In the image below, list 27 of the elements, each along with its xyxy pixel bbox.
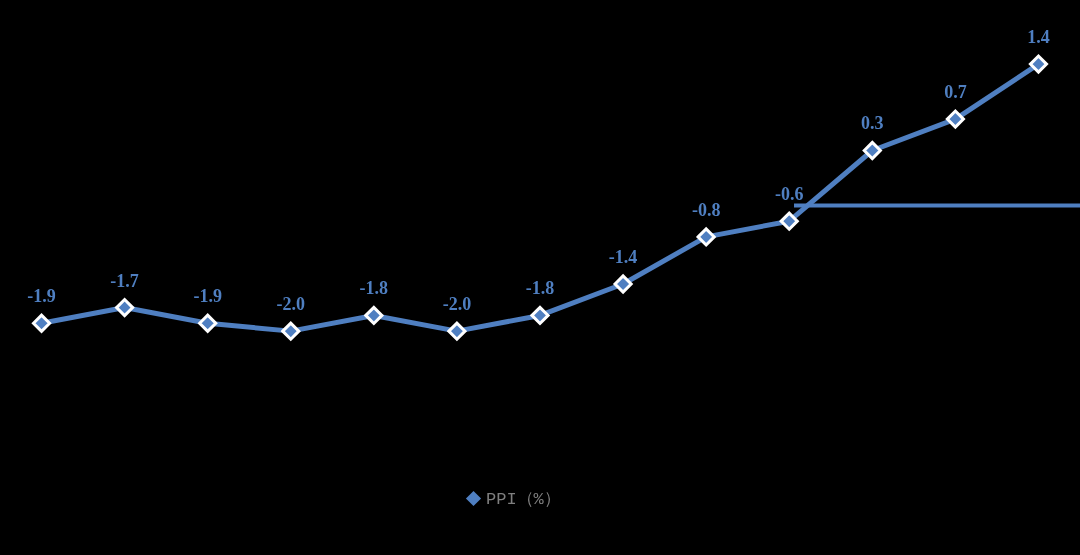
data-label: 1.4 [1027, 27, 1050, 48]
point [862, 140, 882, 161]
data-label: -0.8 [691, 199, 721, 220]
point [281, 321, 301, 341]
point [364, 305, 384, 325]
data-label: -1.8 [359, 278, 389, 299]
data-label: -2.0 [276, 294, 306, 315]
point [696, 227, 716, 247]
point [779, 211, 799, 231]
data-label: -1.7 [110, 270, 139, 291]
point [613, 274, 633, 294]
point [115, 298, 135, 318]
data-label: -1.4 [608, 247, 638, 268]
data-label: -1.9 [27, 286, 56, 307]
point [31, 313, 52, 333]
data-label: -1.9 [193, 286, 222, 307]
data-label: -2.0 [442, 294, 472, 315]
point [1028, 54, 1049, 74]
data-label: 0.7 [944, 82, 967, 103]
data-label: 0.3 [861, 113, 884, 134]
legend-label: PPI（%） [486, 489, 561, 509]
data-label: -0.6 [774, 184, 804, 205]
point [530, 305, 550, 325]
point [945, 109, 965, 129]
point [447, 321, 467, 341]
point [198, 313, 218, 333]
data-label: -1.8 [525, 278, 555, 299]
